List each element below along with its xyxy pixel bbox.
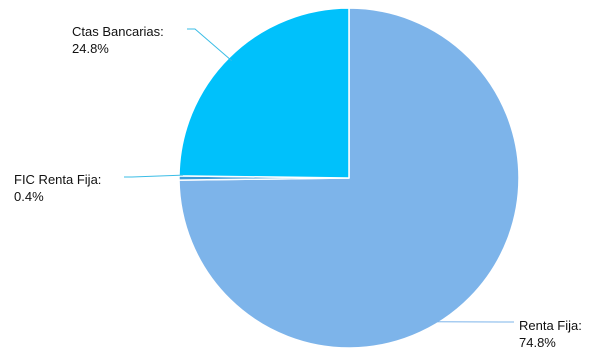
slice-value-fic-renta-fija: 0.4% <box>14 189 44 204</box>
leader-line-ctas-bancarias <box>187 28 232 61</box>
pie-slice-ctas-bancarias <box>178 7 350 179</box>
pie-slice-renta-fija <box>178 7 520 349</box>
slice-label-renta-fija: Renta Fija: <box>519 318 582 333</box>
pie-slices <box>178 7 520 349</box>
slice-label-fic-renta-fija: FIC Renta Fija: <box>14 172 101 187</box>
slice-label-ctas-bancarias: Ctas Bancarias: <box>72 24 164 39</box>
slice-value-renta-fija: 74.8% <box>519 335 556 350</box>
slice-value-ctas-bancarias: 24.8% <box>72 41 109 56</box>
slice-labels: Renta Fija: 74.8% FIC Renta Fija: 0.4% Ctas … <box>14 24 582 350</box>
leader-line-fic-renta-fija <box>124 174 184 178</box>
